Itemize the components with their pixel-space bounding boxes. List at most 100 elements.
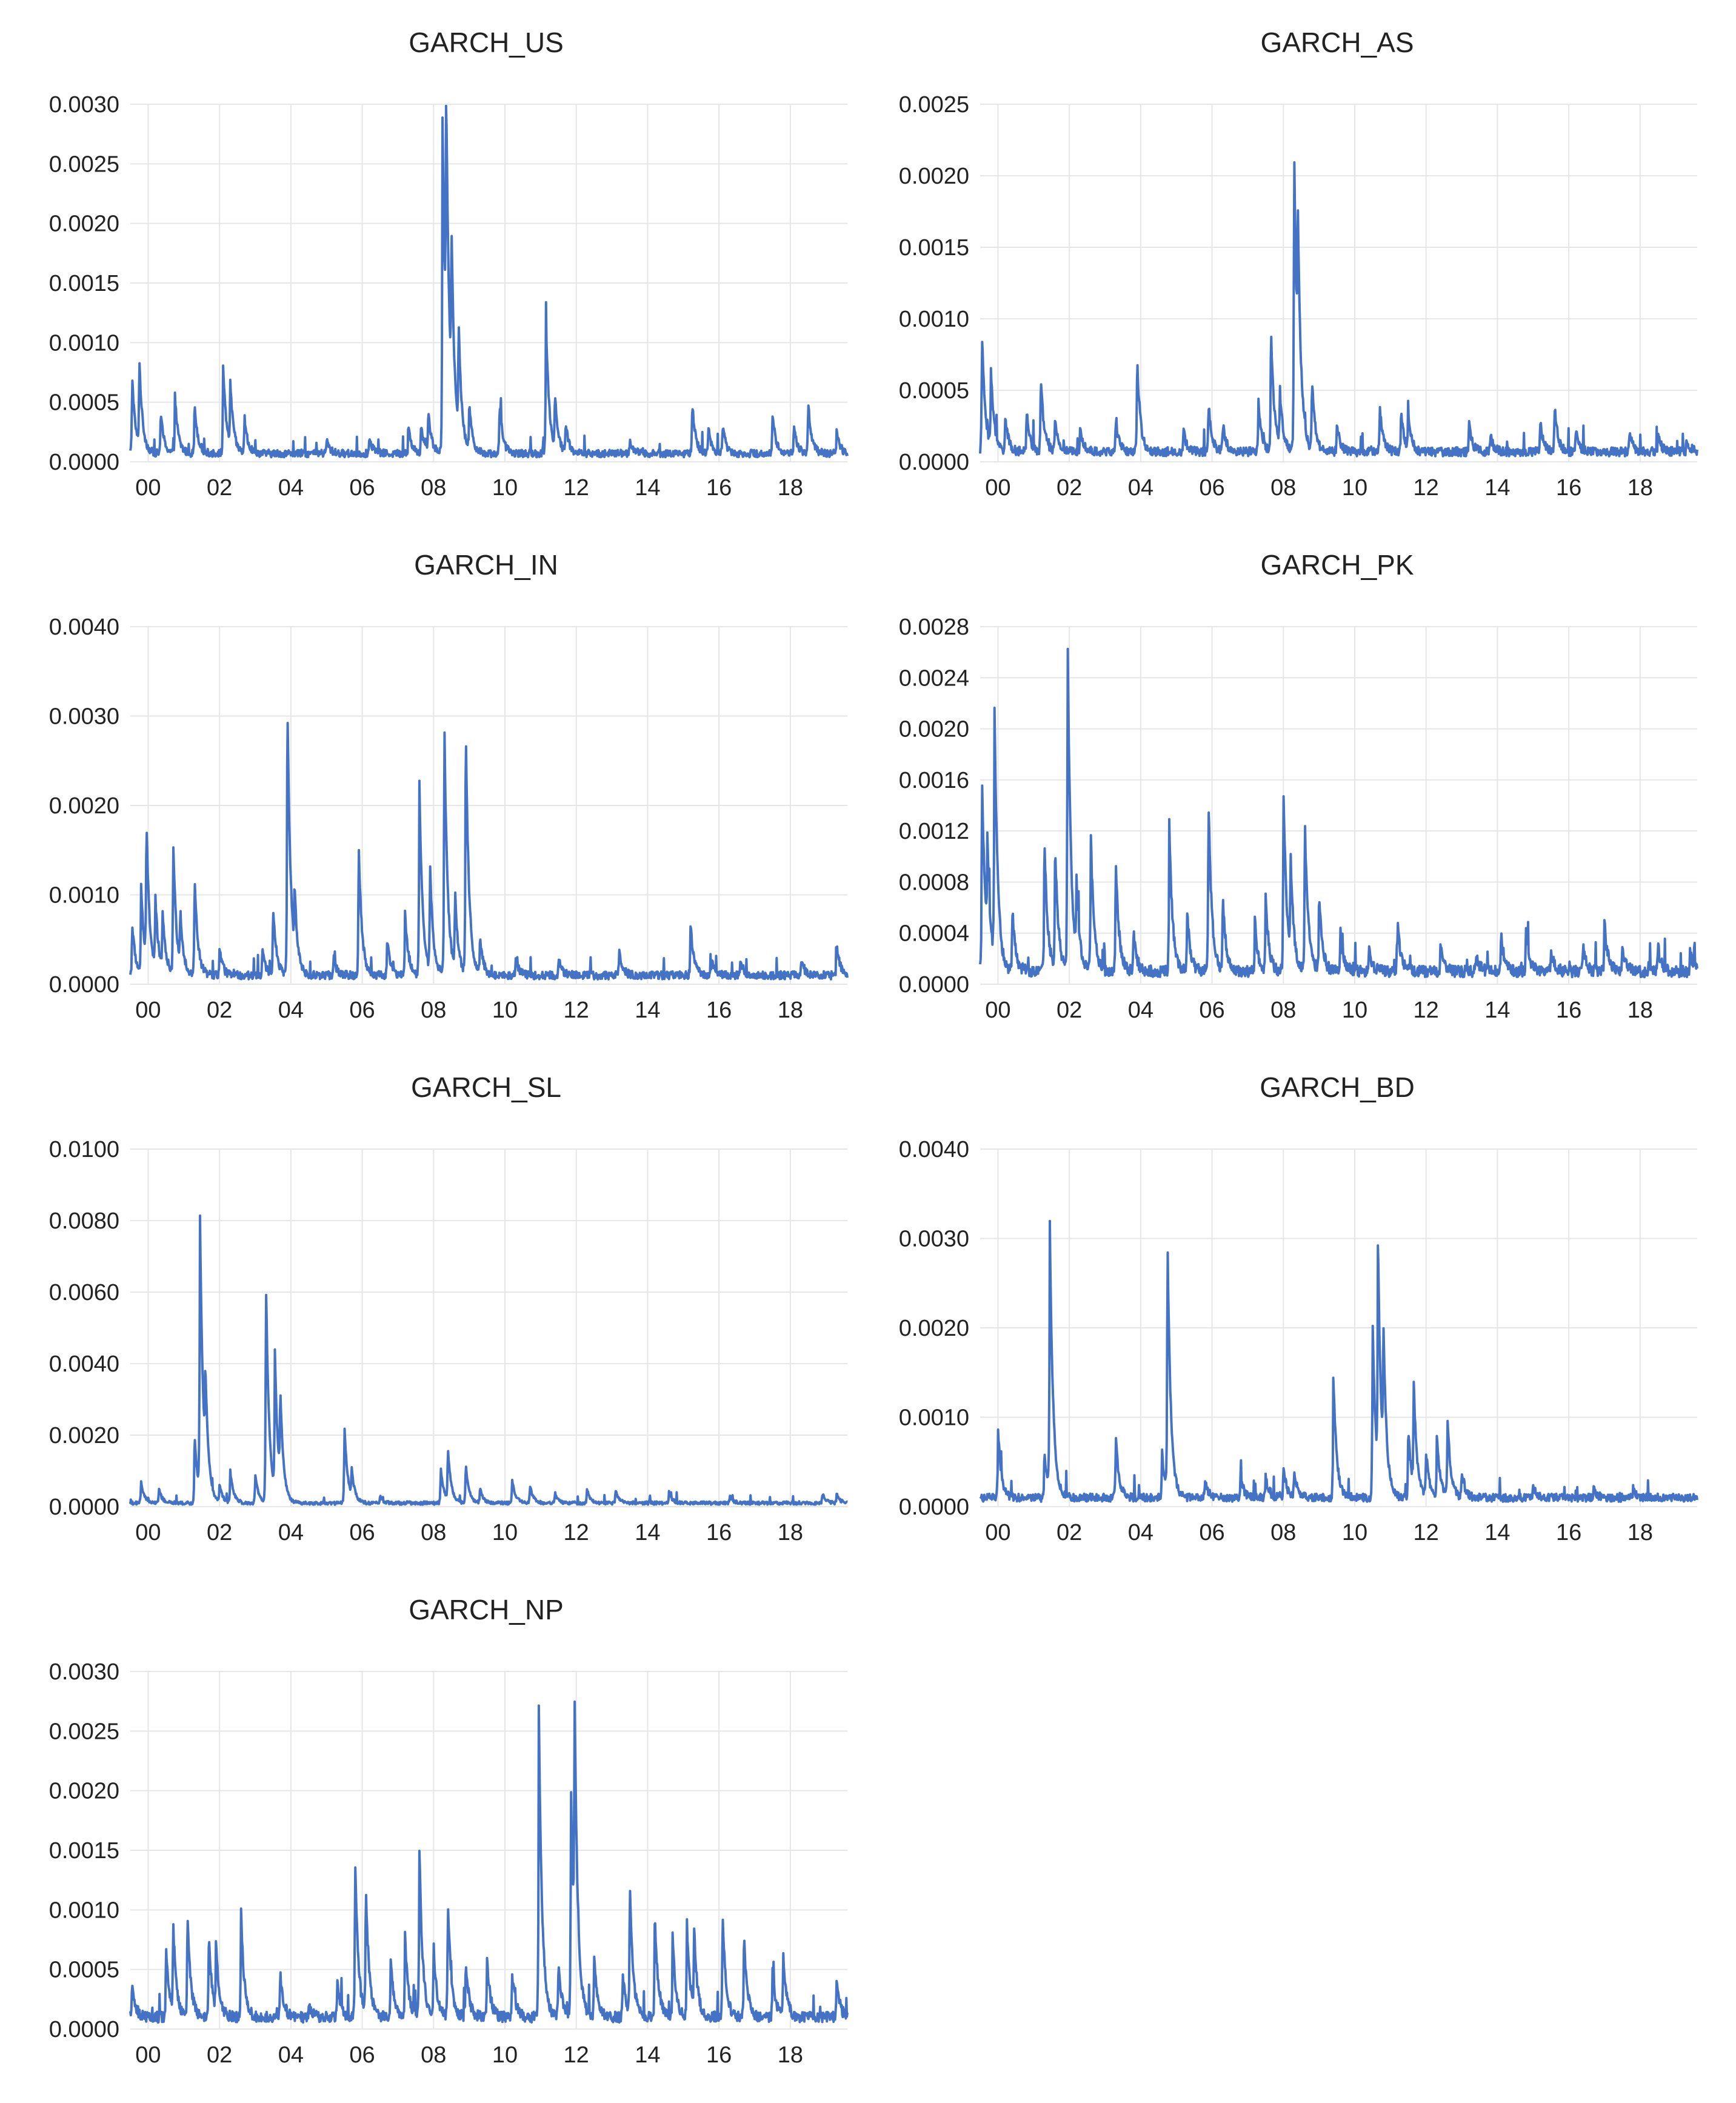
y-tick-label: 0.0008 bbox=[899, 870, 969, 895]
y-tick-label: 0.0010 bbox=[49, 1898, 119, 1923]
y-tick-label: 0.0020 bbox=[49, 1779, 119, 1804]
panel-garch-sl: GARCH_SL 0.0000 0.0020 0.0040 0.0060 0.0080 0… bbox=[49, 1071, 849, 1545]
x-tick-label: 00 bbox=[985, 1520, 1010, 1545]
x-tick-label: 06 bbox=[349, 998, 375, 1023]
x-tick-label: 10 bbox=[1342, 475, 1367, 501]
x-tick-label: 18 bbox=[1628, 998, 1653, 1023]
x-tick-label: 14 bbox=[1484, 998, 1510, 1023]
volatility-series-line bbox=[129, 722, 849, 981]
panel-title: GARCH_IN bbox=[414, 549, 558, 581]
x-tick-label: 16 bbox=[1556, 475, 1581, 501]
x-tick-label: 02 bbox=[207, 998, 232, 1023]
y-tick-label: 0.0010 bbox=[899, 1405, 969, 1431]
y-tick-label: 0.0100 bbox=[49, 1137, 119, 1162]
y-tick-label: 0.0005 bbox=[49, 390, 119, 416]
panel-title: GARCH_SL bbox=[411, 1071, 561, 1103]
y-tick-label: 0.0020 bbox=[899, 717, 969, 742]
x-tick-label: 12 bbox=[1414, 1520, 1439, 1545]
panel-garch-as: GARCH_AS 0.0000 0.0005 0.0010 0.0015 0.0020 0… bbox=[899, 27, 1698, 501]
x-tick-label: 12 bbox=[564, 475, 589, 501]
x-tick-label: 18 bbox=[778, 998, 803, 1023]
y-tick-label: 0.0030 bbox=[49, 1659, 119, 1685]
x-tick-label: 18 bbox=[778, 475, 803, 501]
x-tick-label: 04 bbox=[1128, 475, 1153, 501]
x-tick-label: 02 bbox=[1057, 998, 1082, 1023]
x-tick-label: 18 bbox=[778, 1520, 803, 1545]
panel-garch-us: GARCH_US 0.0000 0.0005 0.0010 0.0015 0.0020 0… bbox=[49, 27, 849, 501]
y-tick-label: 0.0025 bbox=[49, 1719, 119, 1744]
x-tick-label: 10 bbox=[492, 2042, 518, 2068]
x-tick-label: 14 bbox=[635, 2042, 660, 2068]
x-tick-label: 16 bbox=[706, 2042, 732, 2068]
x-tick-label: 06 bbox=[1199, 475, 1224, 501]
y-tick-label: 0.0025 bbox=[49, 152, 119, 177]
x-tick-label: 16 bbox=[706, 1520, 732, 1545]
y-tick-label: 0.0000 bbox=[49, 2017, 119, 2042]
y-tick-label: 0.0015 bbox=[49, 1838, 119, 1864]
y-tick-label: 0.0020 bbox=[899, 164, 969, 189]
y-tick-label: 0.0015 bbox=[899, 235, 969, 261]
x-tick-label: 16 bbox=[1556, 998, 1581, 1023]
y-tick-label: 0.0080 bbox=[49, 1208, 119, 1234]
y-tick-label: 0.0005 bbox=[49, 1958, 119, 1983]
y-tick-label: 0.0040 bbox=[899, 1137, 969, 1162]
y-tick-label: 0.0030 bbox=[49, 92, 119, 118]
y-tick-label: 0.0010 bbox=[49, 883, 119, 908]
volatility-series-line bbox=[979, 161, 1698, 458]
x-tick-label: 06 bbox=[349, 1520, 375, 1545]
x-tick-label: 10 bbox=[1342, 1520, 1367, 1545]
y-tick-label: 0.0005 bbox=[899, 378, 969, 404]
y-tick-label: 0.0012 bbox=[899, 819, 969, 844]
x-tick-label: 02 bbox=[207, 475, 232, 501]
panel-title: GARCH_NP bbox=[409, 1594, 564, 1625]
x-tick-label: 02 bbox=[207, 1520, 232, 1545]
panel-title: GARCH_BD bbox=[1260, 1071, 1415, 1103]
y-tick-label: 0.0020 bbox=[49, 793, 119, 819]
x-tick-label: 00 bbox=[135, 2042, 161, 2068]
x-tick-label: 04 bbox=[278, 1520, 304, 1545]
x-tick-label: 08 bbox=[421, 2042, 446, 2068]
x-tick-label: 06 bbox=[349, 2042, 375, 2068]
volatility-series-line bbox=[979, 1219, 1698, 1503]
x-tick-label: 10 bbox=[492, 475, 518, 501]
x-tick-label: 12 bbox=[1414, 475, 1439, 501]
x-tick-label: 04 bbox=[1128, 998, 1153, 1023]
x-tick-label: 10 bbox=[492, 1520, 518, 1545]
volatility-series-line bbox=[979, 647, 1698, 979]
x-tick-label: 08 bbox=[1270, 998, 1296, 1023]
x-tick-label: 04 bbox=[1128, 1520, 1153, 1545]
x-tick-label: 04 bbox=[278, 2042, 304, 2068]
volatility-series-line bbox=[129, 1214, 849, 1506]
x-tick-label: 10 bbox=[1342, 998, 1367, 1023]
y-tick-label: 0.0000 bbox=[49, 1495, 119, 1520]
x-tick-label: 16 bbox=[1556, 1520, 1581, 1545]
x-tick-label: 10 bbox=[492, 998, 518, 1023]
x-tick-label: 14 bbox=[635, 475, 660, 501]
y-tick-label: 0.0010 bbox=[49, 330, 119, 356]
y-tick-label: 0.0020 bbox=[49, 1423, 119, 1448]
y-tick-label: 0.0030 bbox=[49, 704, 119, 730]
y-tick-label: 0.0004 bbox=[899, 921, 969, 947]
y-tick-label: 0.0020 bbox=[49, 212, 119, 237]
y-tick-label: 0.0060 bbox=[49, 1280, 119, 1305]
x-tick-label: 00 bbox=[135, 475, 161, 501]
panel-garch-bd: GARCH_BD 0.0000 0.0010 0.0020 0.0030 0.0040 0… bbox=[899, 1071, 1698, 1545]
y-tick-label: 0.0000 bbox=[49, 450, 119, 475]
panel-garch-in: GARCH_IN 0.0000 0.0010 0.0020 0.0030 0.0040 0… bbox=[49, 549, 849, 1023]
y-tick-label: 0.0010 bbox=[899, 307, 969, 332]
x-tick-label: 04 bbox=[278, 475, 304, 501]
x-tick-label: 04 bbox=[278, 998, 304, 1023]
y-tick-label: 0.0024 bbox=[899, 665, 969, 691]
x-tick-label: 06 bbox=[1199, 1520, 1224, 1545]
x-tick-label: 06 bbox=[349, 475, 375, 501]
panel-title: GARCH_PK bbox=[1260, 549, 1414, 581]
x-tick-label: 18 bbox=[1628, 475, 1653, 501]
panel-garch-np: GARCH_NP 0.0000 0.0005 0.0010 0.0015 0.0020 0… bbox=[49, 1594, 849, 2068]
x-tick-label: 08 bbox=[421, 475, 446, 501]
x-tick-label: 12 bbox=[564, 2042, 589, 2068]
x-tick-label: 14 bbox=[1484, 475, 1510, 501]
x-tick-label: 00 bbox=[135, 1520, 161, 1545]
x-tick-label: 14 bbox=[635, 998, 660, 1023]
